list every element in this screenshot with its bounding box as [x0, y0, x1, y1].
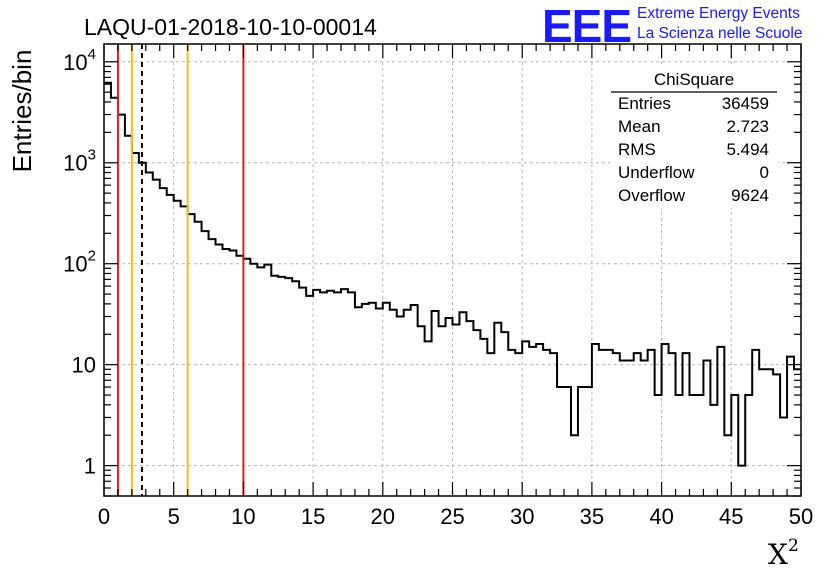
logo-line-2: La Scienza nelle Scuole [637, 25, 802, 42]
stats-row-value: 0 [760, 163, 769, 182]
y-tick-label: 104 [63, 46, 96, 75]
histogram-series [104, 81, 801, 467]
x-tick-label: 10 [231, 504, 255, 529]
x-tick-label: 30 [510, 504, 534, 529]
stats-box-background [610, 64, 778, 208]
x-axis-label-main: X [768, 538, 788, 571]
histogram-line [104, 81, 801, 467]
stats-row-value: 2.723 [726, 117, 769, 136]
x-axis-label: X2 [768, 536, 799, 571]
stats-row-value: 5.494 [726, 140, 769, 159]
stats-title: ChiSquare [654, 70, 734, 89]
stats-row-value: 9624 [731, 186, 769, 205]
stats-row-label: RMS [618, 140, 656, 159]
x-tick-label: 45 [719, 504, 743, 529]
eee-logo: EEE Extreme Energy Events La Scienza nel… [542, 0, 802, 52]
y-tick-label: 103 [63, 147, 96, 176]
x-tick-label: 35 [580, 504, 604, 529]
x-tick-label: 40 [649, 504, 673, 529]
stats-row-value: 36459 [722, 94, 769, 113]
stats-row-label: Entries [618, 94, 671, 113]
y-axis: 1 10 102 103 104 [63, 46, 801, 497]
cut-lines [116, 44, 245, 496]
grid [104, 44, 801, 496]
chart-title: LAQU-01-2018-10-10-00014 [84, 14, 377, 40]
x-axis: 0 5 10 15 20 25 30 35 40 45 50 [98, 44, 813, 529]
stats-row-label: Overflow [618, 186, 686, 205]
y-tick-label: 102 [63, 248, 96, 277]
y-tick-label: 10 [72, 353, 96, 378]
x-tick-label: 5 [168, 504, 180, 529]
x-tick-label: 50 [789, 504, 813, 529]
y-tick-label: 1 [84, 454, 96, 479]
x-tick-label: 25 [440, 504, 464, 529]
stats-row-label: Mean [618, 117, 661, 136]
x-tick-label: 0 [98, 504, 110, 529]
logo-mark: EEE [542, 0, 631, 52]
stats-box: ChiSquare Entries 36459 Mean 2.723 RMS 5.494 U… [610, 64, 778, 208]
stats-rows: Entries 36459 Mean 2.723 RMS 5.494 Underflow 0 O… [618, 94, 769, 205]
logo-line-1: Extreme Energy Events [637, 5, 800, 22]
x-axis-label-sup: 2 [788, 536, 799, 556]
x-tick-label: 20 [371, 504, 395, 529]
y-axis-label: Entries/bin [7, 50, 37, 173]
x-tick-label: 15 [301, 504, 325, 529]
stats-row-label: Underflow [618, 163, 695, 182]
